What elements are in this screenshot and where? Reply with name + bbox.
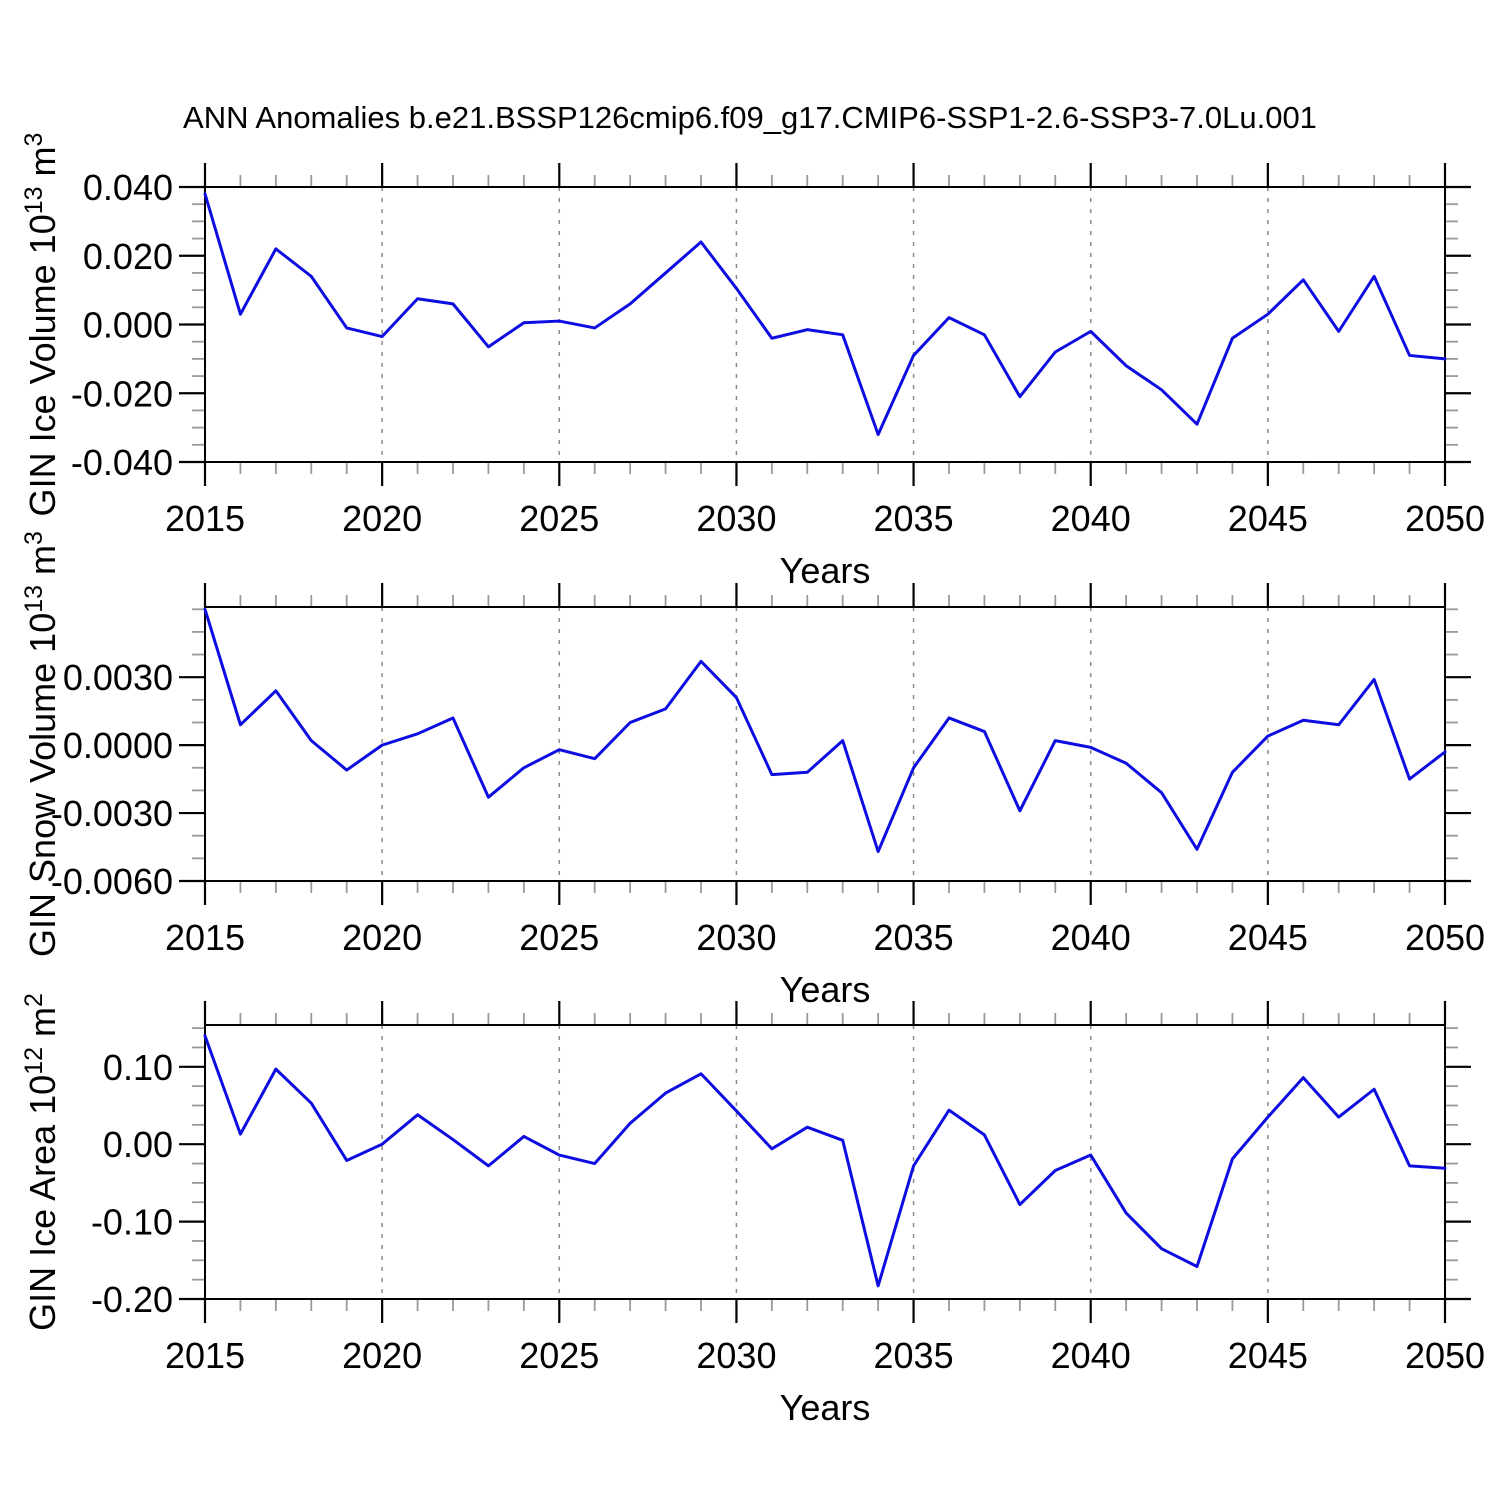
ylabel-superscript: 13 [20, 585, 48, 613]
panel-snow-volume: 2015 2020 2025 2030 2035 2040 2045 2050 0.0030 0.… [20, 531, 1485, 958]
x-tick-label-2040: 2040 [1051, 917, 1131, 958]
ylabel-text: m [22, 146, 63, 186]
ylabel-text: m [22, 545, 63, 585]
y-tick-label-0.020: 0.020 [83, 236, 173, 277]
y-tick-label-0.000: 0.000 [83, 305, 173, 346]
x-tick-label-2020: 2020 [342, 917, 422, 958]
ice-area-data-line [203, 1034, 1447, 1288]
x-tick-label-2020: 2020 [342, 498, 422, 539]
plot-box [204, 186, 1446, 463]
x-tick-label-2035: 2035 [874, 498, 954, 539]
ylabel-text: GIN Ice Volume 10 [22, 214, 63, 516]
x-tick-label-2050: 2050 [1405, 1335, 1485, 1376]
x-tick-label-2045: 2045 [1228, 498, 1308, 539]
ylabel-superscript: 13 [20, 186, 48, 214]
x-tick-label-2045: 2045 [1228, 1335, 1308, 1376]
ylabel-superscript: 3 [20, 133, 48, 147]
plot-box [204, 606, 1446, 882]
x-tick-label-2035: 2035 [874, 1335, 954, 1376]
y-tick-label--0.020: -0.020 [71, 373, 173, 414]
y-tick-label--0.040: -0.040 [71, 442, 173, 483]
y-tick-label--0.0030: -0.0030 [51, 793, 173, 834]
x-axis-title-ice-volume: Years [779, 550, 871, 591]
x-tick-label-2050: 2050 [1405, 917, 1485, 958]
x-tick-label-2050: 2050 [1405, 498, 1485, 539]
y-tick-label-0.00: 0.00 [103, 1124, 173, 1165]
plot-box [204, 1024, 1446, 1300]
x-tick-label-2015: 2015 [165, 1335, 245, 1376]
ylabel-text: GIN Ice Area 10 [22, 1075, 63, 1331]
figure-title: ANN Anomalies b.e21.BSSP126cmip6.f09_g17… [183, 100, 1317, 135]
ylabel-text: m [22, 1007, 63, 1047]
ylabel-superscript: 2 [20, 993, 48, 1007]
ylabel-superscript: 12 [20, 1047, 48, 1075]
x-tick-label-2040: 2040 [1051, 498, 1131, 539]
panel-ice-volume: 2015 2020 2025 2030 2035 2040 2045 2050 0.040 0.0… [20, 133, 1485, 539]
x-axis-title-ice-area: Years [779, 1387, 871, 1428]
y-axis-title-ice-area: GIN Ice Area 1012 m2 [20, 993, 63, 1331]
x-tick-label-2025: 2025 [519, 1335, 599, 1376]
panel-ice-area: 2015 2020 2025 2030 2035 2040 2045 2050 0.10 0.00… [20, 993, 1485, 1376]
x-tick-label-2020: 2020 [342, 1335, 422, 1376]
ylabel-superscript: 3 [20, 531, 48, 545]
y-tick-label--0.20: -0.20 [91, 1279, 173, 1320]
x-tick-label-2030: 2030 [696, 498, 776, 539]
y-tick-label--0.0060: -0.0060 [51, 861, 173, 902]
x-tick-label-2035: 2035 [874, 917, 954, 958]
x-tick-label-2030: 2030 [696, 917, 776, 958]
x-tick-label-2025: 2025 [519, 498, 599, 539]
x-tick-label-2015: 2015 [165, 917, 245, 958]
y-tick-label-0.0000: 0.0000 [63, 725, 173, 766]
y-tick-label--0.10: -0.10 [91, 1202, 173, 1243]
y-tick-label-0.040: 0.040 [83, 167, 173, 208]
ice-volume-data-line [203, 192, 1447, 436]
y-tick-label-0.0030: 0.0030 [63, 657, 173, 698]
ylabel-text: GIN Snow Volume 10 [22, 613, 63, 957]
y-axis-title-ice-volume: GIN Ice Volume 1013 m3 [20, 133, 63, 517]
y-axis-title-snow-volume: GIN Snow Volume 1013 m3 [20, 531, 63, 957]
x-tick-label-2025: 2025 [519, 917, 599, 958]
x-tick-label-2045: 2045 [1228, 917, 1308, 958]
y-tick-label-0.10: 0.10 [103, 1047, 173, 1088]
x-axis-title-snow-volume: Years [779, 969, 871, 1010]
x-tick-label-2015: 2015 [165, 498, 245, 539]
x-tick-label-2040: 2040 [1051, 1335, 1131, 1376]
snow-volume-data-line [203, 607, 1447, 854]
x-tick-label-2030: 2030 [696, 1335, 776, 1376]
